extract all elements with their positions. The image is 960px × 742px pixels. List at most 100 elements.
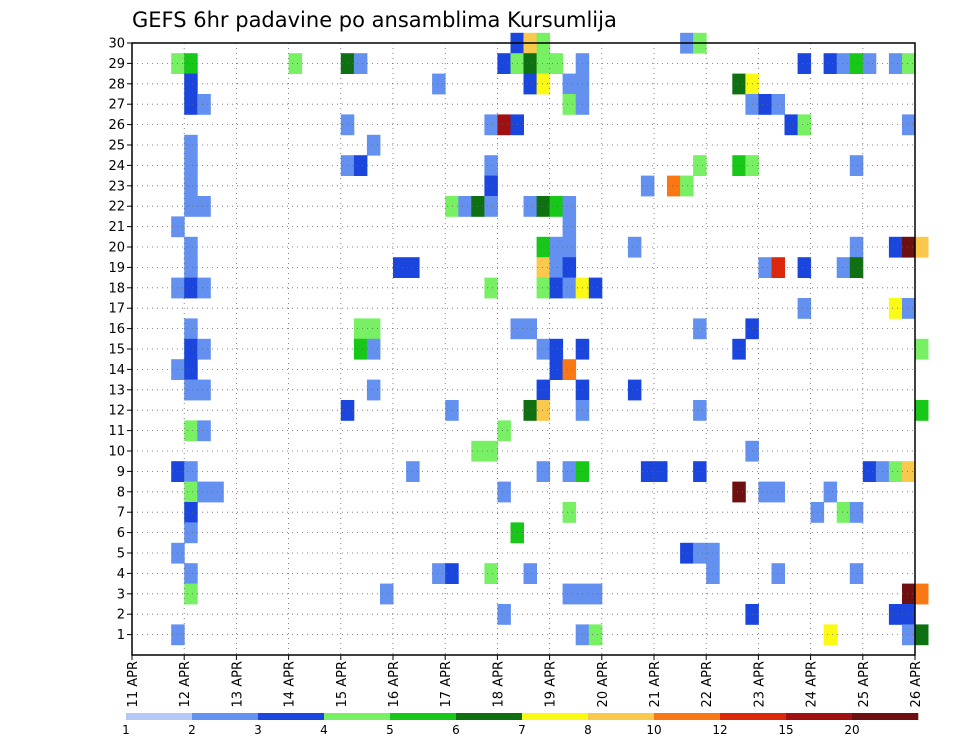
x-tick-label: 23 APR <box>752 661 767 707</box>
precip-cell <box>654 461 668 482</box>
colorbar-segment <box>786 713 853 720</box>
colorbar-label: 20 <box>844 723 859 737</box>
colorbar-segment <box>192 713 259 720</box>
precip-cell <box>680 175 694 197</box>
precip-cell <box>797 257 812 278</box>
precip-cell <box>484 196 498 217</box>
colorbar-label: 15 <box>778 723 793 737</box>
precip-cell <box>902 461 916 482</box>
precip-cell <box>536 379 551 401</box>
precip-cell <box>197 420 211 442</box>
colorbar-label: 5 <box>386 723 394 737</box>
x-tick-label: 20 APR <box>596 661 611 707</box>
precip-cell <box>353 155 368 176</box>
precip-cell <box>549 236 564 258</box>
colorbar-label: 4 <box>320 723 328 737</box>
precip-cell <box>849 155 864 176</box>
precip-cell <box>484 563 498 584</box>
x-tick-label: 19 APR <box>544 661 559 707</box>
precip-cell <box>536 53 551 74</box>
y-axis-ticks: 1234567891011121314151617181920212223242… <box>108 37 132 643</box>
y-tick-label: 15 <box>108 343 125 358</box>
y-tick-label: 25 <box>108 139 125 154</box>
precip-cell <box>484 440 498 462</box>
precip-cell <box>915 338 929 360</box>
precip-cell <box>549 257 564 278</box>
precip-cell <box>693 318 707 340</box>
y-tick-label: 6 <box>117 526 125 541</box>
precip-cell <box>523 53 537 74</box>
precip-cell <box>915 400 929 421</box>
precip-cell <box>353 338 368 360</box>
precip-cell <box>184 502 198 523</box>
x-tick-label: 15 APR <box>335 661 350 707</box>
precip-cell <box>849 236 864 258</box>
precip-cell <box>823 481 838 503</box>
y-tick-label: 12 <box>108 404 125 419</box>
precip-cell <box>902 236 916 258</box>
x-tick-label: 21 APR <box>648 661 663 707</box>
precip-cell <box>497 420 511 442</box>
y-tick-label: 19 <box>108 261 125 276</box>
colorbar-label: 1 <box>122 723 130 737</box>
y-tick-label: 24 <box>108 159 125 174</box>
colorbar: 1 2 3 4 5 6 7 8 10 12 15 20 <box>122 713 919 737</box>
precip-cell <box>862 53 877 74</box>
precip-cell <box>771 563 785 584</box>
precip-cell <box>523 73 537 95</box>
y-tick-label: 2 <box>117 608 125 623</box>
precip-cell <box>366 134 381 156</box>
colorbar-label: 12 <box>712 723 727 737</box>
precip-cell <box>184 563 198 584</box>
precip-cell <box>184 73 198 95</box>
precip-cells <box>171 32 929 646</box>
y-tick-label: 4 <box>117 567 125 582</box>
precip-cell <box>849 53 864 74</box>
precip-cell <box>562 359 577 380</box>
precip-cell <box>484 277 498 299</box>
x-tick-label: 22 APR <box>700 661 715 707</box>
precip-cell <box>758 481 772 503</box>
precip-cell <box>888 461 903 482</box>
precip-cell <box>484 114 498 136</box>
precip-cell <box>588 277 603 299</box>
colorbar-label: 6 <box>452 723 460 737</box>
x-tick-label: 24 APR <box>805 661 820 707</box>
precip-cell <box>523 318 537 340</box>
precip-cell <box>836 53 851 74</box>
precip-cell <box>536 236 551 258</box>
precip-cell <box>562 236 577 258</box>
precip-cell <box>797 298 812 319</box>
y-tick-label: 10 <box>108 445 125 460</box>
precip-cell <box>445 563 459 584</box>
precip-cell <box>902 604 916 625</box>
precip-cell <box>197 94 211 115</box>
y-tick-label: 20 <box>108 241 125 256</box>
precip-cell <box>849 563 864 584</box>
precip-cell <box>888 53 903 74</box>
precip-cell <box>366 379 381 401</box>
colorbar-segment <box>390 713 457 720</box>
precip-cell <box>849 502 864 523</box>
precip-cell <box>471 440 485 462</box>
y-tick-label: 30 <box>108 37 125 52</box>
precip-cell <box>771 481 785 503</box>
precip-cell <box>445 400 459 421</box>
precip-cell <box>732 73 746 95</box>
colorbar-segment <box>456 713 523 720</box>
precip-cell <box>497 481 511 503</box>
precip-cell <box>862 461 877 482</box>
precip-cell <box>784 114 798 136</box>
colorbar-segment <box>654 713 721 720</box>
precip-cell <box>184 277 198 299</box>
precip-cell <box>497 114 511 136</box>
precip-cell <box>562 257 577 278</box>
x-tick-label: 17 APR <box>439 661 454 707</box>
colorbar-label: 3 <box>254 723 262 737</box>
precip-cell <box>549 338 564 360</box>
precip-cell <box>758 257 772 278</box>
y-tick-label: 27 <box>108 98 125 113</box>
precip-cell <box>562 502 577 523</box>
precip-cell <box>471 196 485 217</box>
